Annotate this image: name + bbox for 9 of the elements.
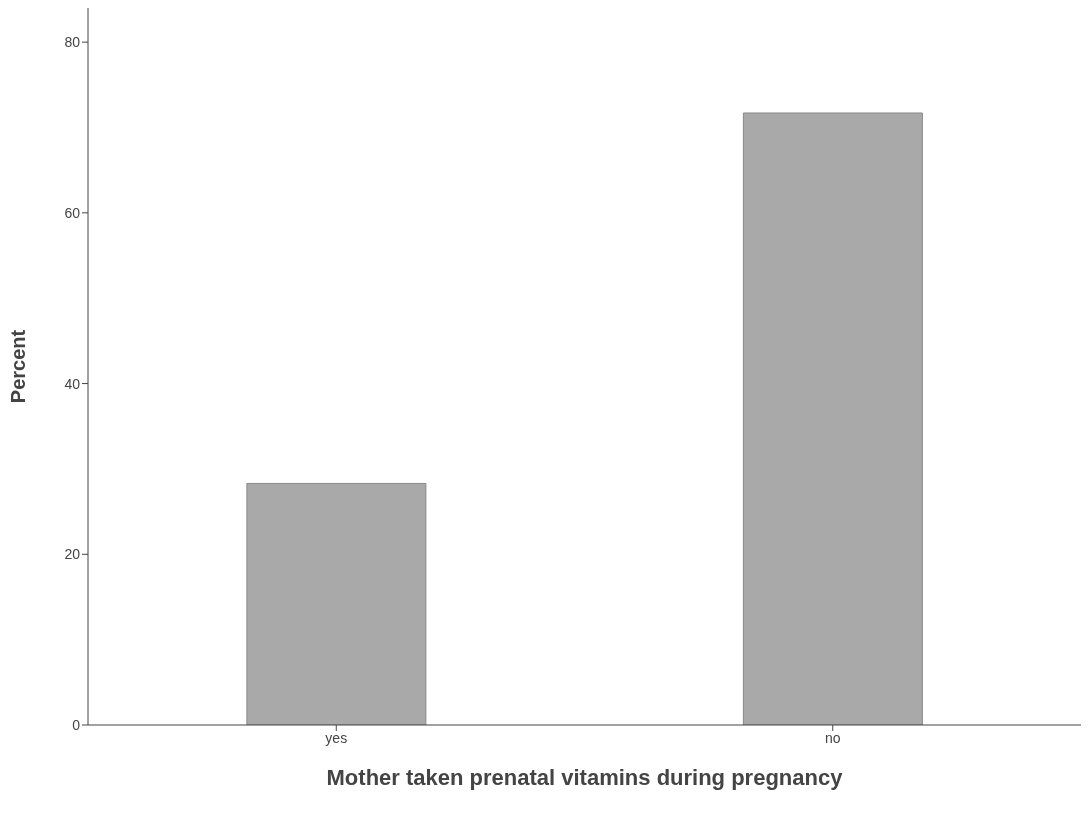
y-tick-label: 0 xyxy=(72,716,81,733)
x-axis-title: Mother taken prenatal vitamins during pregnancy xyxy=(326,765,844,790)
y-tick-label: 20 xyxy=(64,546,81,563)
x-tick-label: no xyxy=(824,729,841,746)
y-tick-label: 60 xyxy=(64,204,81,221)
y-axis-title: Percent xyxy=(7,329,30,404)
y-tick-label: 40 xyxy=(64,375,81,392)
y-tick-label: 80 xyxy=(64,34,81,51)
x-tick-label: yes xyxy=(325,729,348,746)
